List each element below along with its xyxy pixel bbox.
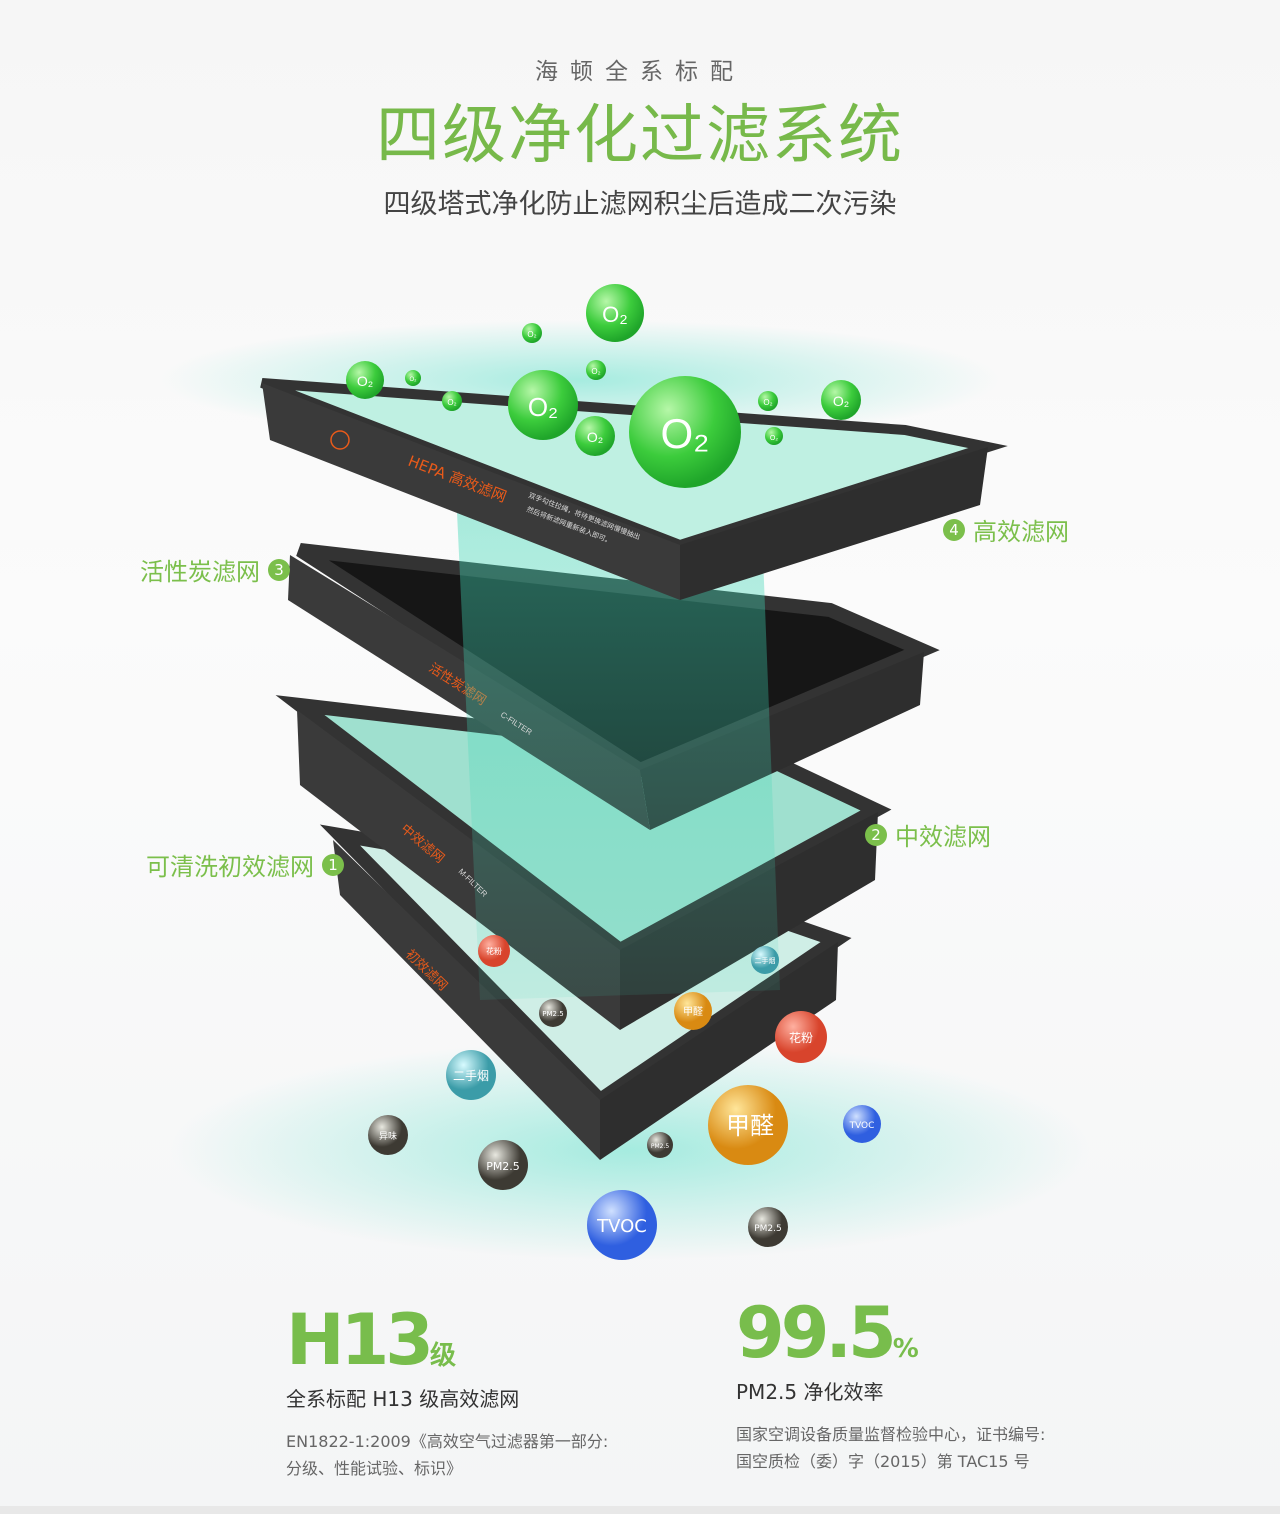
svg-text:TVOC: TVOC	[596, 1216, 647, 1237]
filter-4-badge	[330, 430, 350, 450]
callout-filter-2: 2 中效滤网	[865, 817, 991, 852]
svg-text:二手烟: 二手烟	[453, 1069, 489, 1083]
smoke-bubble: 二手烟	[751, 946, 779, 974]
stat-value: 99.5%	[736, 1292, 919, 1374]
stat-h13: H13级 全系标配 H13 级高效滤网 EN1822-1:2009《高效空气过滤…	[286, 1305, 608, 1482]
svg-text:O₂: O₂	[528, 392, 558, 422]
callout-label: 高效滤网	[973, 518, 1069, 546]
callout-filter-3: 活性炭滤网 3	[140, 552, 290, 587]
stat-label: 全系标配 H13 级高效滤网	[286, 1387, 520, 1411]
oxygen-bubble: O₂	[586, 284, 644, 342]
oxygen-bubble: O₂	[629, 376, 741, 488]
callout-filter-4: 4 高效滤网	[943, 512, 1069, 547]
svg-text:O₂: O₂	[357, 373, 373, 389]
formaldehyde-bubble: 甲醛	[674, 992, 712, 1030]
pm25-bubble: PM2.5	[748, 1207, 788, 1247]
tvoc-bubble: TVOC	[587, 1190, 657, 1260]
footer-divider	[0, 1506, 1280, 1514]
step-number-badge: 3	[268, 558, 290, 581]
svg-text:O₂: O₂	[447, 398, 456, 407]
pollen-bubble: 花粉	[478, 935, 510, 967]
stat-note: EN1822-1:2009《高效空气过滤器第一部分: 分级、性能试验、标识》	[286, 1432, 609, 1478]
svg-text:O₂: O₂	[770, 435, 778, 442]
filter-layer-4: HEPA 高效滤网 双手勾住拉绳，将待更换滤网慢慢抽出 然后将新滤网重新装入即可…	[260, 378, 1008, 600]
svg-text:O₂: O₂	[587, 429, 603, 445]
oxygen-bubble: O₂	[442, 391, 462, 411]
callout-label: 中效滤网	[895, 823, 991, 851]
svg-text:甲醛: 甲醛	[726, 1112, 774, 1140]
oxygen-bubble: O₂	[405, 370, 421, 386]
svg-text:O₂: O₂	[591, 367, 600, 376]
step-number-badge: 1	[322, 853, 344, 876]
svg-text:PM2.5: PM2.5	[486, 1160, 520, 1173]
pollutant-bubbles: 花粉 花粉 甲醛 甲醛 二手烟 二手烟 PM2.5 PM2.5 PM2.5 PM…	[368, 935, 881, 1260]
svg-text:异味: 异味	[379, 1130, 397, 1142]
pm25-bubble: PM2.5	[478, 1140, 528, 1190]
svg-text:O₂: O₂	[833, 393, 849, 409]
oxygen-bubbles: O₂ O₂ O₂ O₂ O₂ O₂ O₂ O₂ O₂ O₂ O₂ O₂	[346, 284, 861, 488]
airflow-column	[455, 470, 780, 1000]
stat-note: 国家空调设备质量监督检验中心，证书编号: 国空质检（委）字（2015）第 TAC1…	[736, 1425, 1046, 1471]
oxygen-bubble: O₂	[586, 360, 606, 380]
svg-text:O₂: O₂	[602, 302, 628, 327]
oxygen-bubble: O₂	[346, 361, 384, 399]
callout-filter-1: 可清洗初效滤网 1	[146, 847, 344, 882]
smoke-bubble: 二手烟	[446, 1050, 496, 1100]
airflow-glow	[170, 1040, 1090, 1260]
svg-text:花粉: 花粉	[486, 946, 502, 956]
page-title: 四级净化过滤系统	[376, 99, 904, 173]
svg-text:PM2.5: PM2.5	[651, 1143, 670, 1150]
svg-text:甲醛: 甲醛	[683, 1005, 703, 1018]
svg-text:TVOC: TVOC	[849, 1121, 875, 1131]
kicker-text: 海顿全系标配	[535, 59, 745, 85]
stat-efficiency: 99.5% PM2.5 净化效率 国家空调设备质量监督检验中心，证书编号: 国空质…	[736, 1298, 1045, 1475]
oxygen-bubble: O₂	[575, 416, 615, 456]
pm25-bubble: PM2.5	[539, 999, 567, 1027]
oxygen-bubble: O₂	[508, 370, 578, 440]
callout-label: 可清洗初效滤网	[146, 853, 314, 881]
pollen-bubble: 花粉	[775, 1011, 827, 1063]
oxygen-bubble: O₂	[522, 323, 542, 343]
stat-label: PM2.5 净化效率	[736, 1380, 884, 1404]
svg-text:O₂: O₂	[410, 377, 418, 383]
step-number-badge: 4	[943, 518, 965, 541]
svg-text:二手烟: 二手烟	[755, 956, 776, 965]
oxygen-bubble: O₂	[821, 380, 861, 420]
svg-text:O₂: O₂	[527, 330, 536, 339]
oxygen-bubble: O₂	[765, 427, 783, 445]
step-number-badge: 2	[865, 823, 887, 846]
oxygen-bubble: O₂	[758, 391, 778, 411]
stat-value: H13级	[286, 1299, 457, 1381]
callout-label: 活性炭滤网	[140, 558, 260, 586]
svg-text:O₂: O₂	[661, 410, 710, 457]
formaldehyde-bubble: 甲醛	[708, 1085, 788, 1165]
tvoc-bubble: TVOC	[843, 1105, 881, 1143]
page-subtitle: 四级塔式净化防止滤网积尘后造成二次污染	[383, 189, 897, 220]
svg-text:PM2.5: PM2.5	[542, 1010, 563, 1018]
pm25-bubble: PM2.5	[647, 1132, 673, 1158]
svg-text:花粉: 花粉	[789, 1030, 813, 1045]
odor-bubble: 异味	[368, 1115, 408, 1155]
svg-text:PM2.5: PM2.5	[754, 1224, 782, 1234]
svg-text:O₂: O₂	[763, 398, 772, 407]
